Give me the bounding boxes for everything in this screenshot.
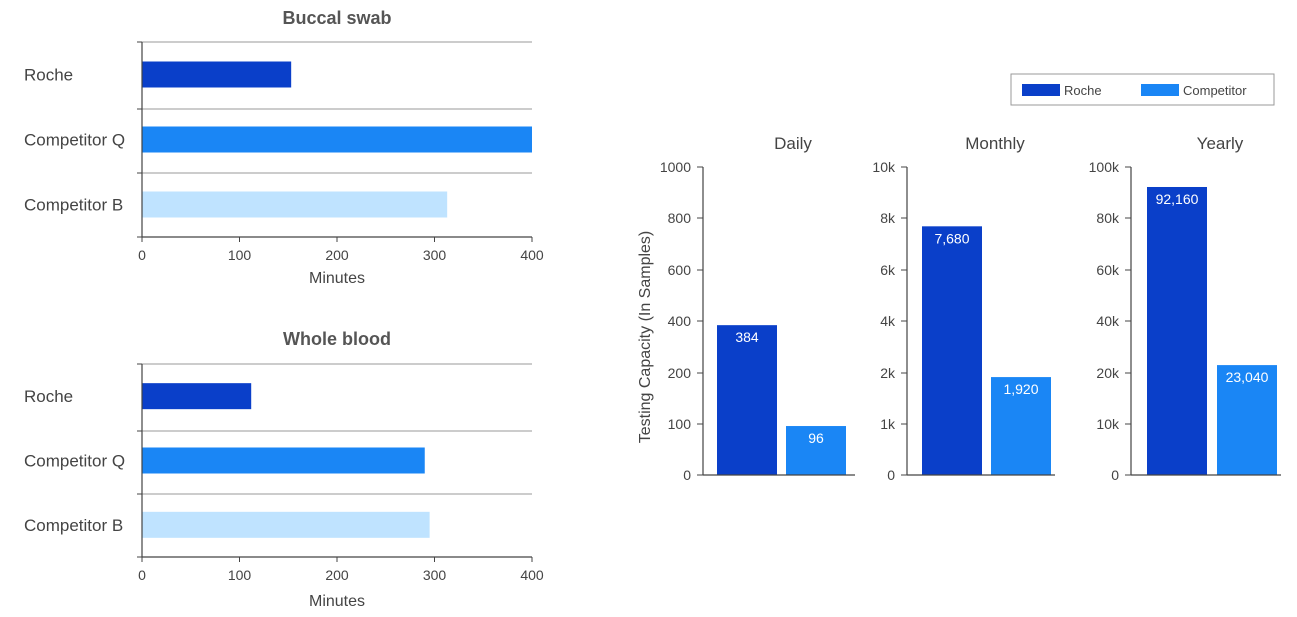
y-tick-label: 100k: [1089, 159, 1120, 175]
y-tick-label: 8k: [880, 210, 896, 226]
bar-competitor-yearly: [1217, 365, 1277, 475]
category-label: Roche: [24, 66, 73, 85]
legend-label: Roche: [1064, 83, 1102, 98]
data-label: 1,920: [1003, 381, 1038, 397]
x-tick-label: 200: [325, 567, 349, 583]
data-label: 384: [735, 329, 759, 345]
x-tick-label: 400: [520, 567, 544, 583]
y-tick-label: 10k: [872, 159, 896, 175]
x-tick-label: 300: [423, 567, 447, 583]
category-label: Competitor Q: [24, 452, 125, 471]
y-tick-label: 100: [668, 416, 692, 432]
bar-competitor-b: [142, 191, 448, 218]
x-axis-label: Minutes: [309, 593, 365, 610]
category-label: Roche: [24, 387, 73, 406]
y-tick-label: 6k: [880, 262, 896, 278]
y-tick-label: 0: [887, 467, 895, 483]
y-tick-label: 400: [668, 313, 692, 329]
x-tick-label: 100: [228, 247, 252, 263]
data-label: 92,160: [1156, 191, 1199, 207]
x-tick-label: 200: [325, 247, 349, 263]
y-tick-label: 80k: [1096, 210, 1120, 226]
x-tick-label: 0: [138, 247, 146, 263]
bar-roche-monthly: [922, 226, 982, 475]
bar-roche-daily: [717, 325, 777, 475]
bar-competitor-q: [142, 126, 532, 153]
y-tick-label: 2k: [880, 365, 896, 381]
category-label: Competitor B: [24, 196, 123, 215]
x-axis-label: Minutes: [309, 270, 365, 287]
data-label: 96: [808, 430, 824, 446]
y-tick-label: 0: [1111, 467, 1119, 483]
legend-swatch-competitor: [1141, 84, 1179, 96]
category-label: Competitor Q: [24, 131, 125, 150]
y-tick-label: 0: [683, 467, 691, 483]
data-label: 23,040: [1226, 369, 1269, 385]
bar-competitor-b: [142, 511, 430, 538]
x-tick-label: 100: [228, 567, 252, 583]
y-axis-label: Testing Capacity (In Samples): [637, 231, 654, 444]
y-tick-label: 10k: [1096, 416, 1120, 432]
chart-title: Yearly: [1197, 134, 1244, 153]
x-tick-label: 300: [423, 247, 447, 263]
legend-label: Competitor: [1183, 83, 1247, 98]
y-tick-label: 600: [668, 262, 692, 278]
y-tick-label: 4k: [880, 313, 896, 329]
chart-title: Buccal swab: [282, 8, 391, 28]
bar-roche-yearly: [1147, 186, 1207, 475]
bar-competitor-monthly: [991, 377, 1051, 475]
bar-roche: [142, 61, 292, 88]
y-tick-label: 1000: [660, 159, 691, 175]
chart-title: Whole blood: [283, 329, 391, 349]
x-tick-label: 0: [138, 567, 146, 583]
legend-swatch-roche: [1022, 84, 1060, 96]
bar-competitor-daily: [786, 426, 846, 475]
y-tick-label: 200: [668, 365, 692, 381]
data-label: 7,680: [934, 230, 969, 246]
bar-roche: [142, 383, 252, 410]
chart-title: Daily: [774, 134, 812, 153]
y-tick-label: 20k: [1096, 365, 1120, 381]
y-tick-label: 60k: [1096, 262, 1120, 278]
category-label: Competitor B: [24, 516, 123, 535]
chart-title: Monthly: [965, 134, 1025, 153]
x-tick-label: 400: [520, 247, 544, 263]
bar-competitor-q: [142, 447, 425, 474]
y-tick-label: 40k: [1096, 313, 1120, 329]
y-tick-label: 1k: [880, 416, 896, 432]
y-tick-label: 800: [668, 210, 692, 226]
